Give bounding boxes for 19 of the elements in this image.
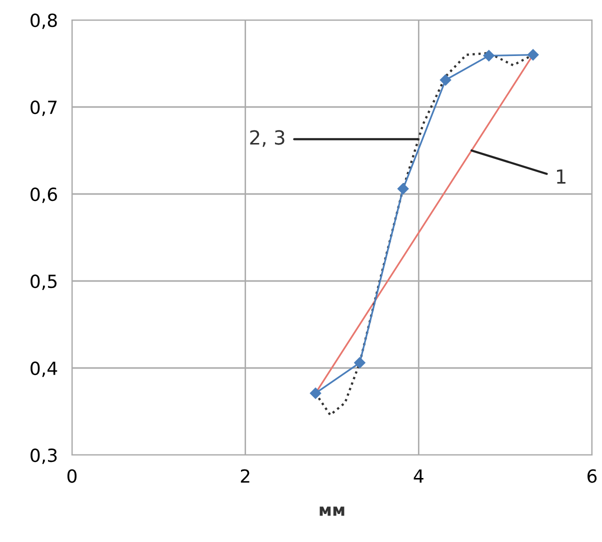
point <box>440 74 452 86</box>
point <box>354 357 366 368</box>
y-tick-label: 0,6 <box>30 187 57 203</box>
x-tick-label: 2 <box>240 469 250 483</box>
y-tick-label: 0,4 <box>30 361 58 377</box>
x-tick-label: 4 <box>414 469 424 483</box>
y-tick-label: 0,8 <box>30 13 57 29</box>
y-tick-label: 0,5 <box>30 274 57 290</box>
x-axis-title: мм <box>320 506 344 516</box>
annotation: 2, 3 <box>250 130 284 147</box>
point <box>483 50 494 62</box>
x-tick-label: 0 <box>67 469 77 483</box>
x-tick-label: 6 <box>588 469 597 483</box>
y-tick-label: 0,7 <box>30 100 57 116</box>
point <box>397 183 409 194</box>
annotation: 1 <box>557 169 566 184</box>
y-tick-label: 0,3 <box>30 448 57 464</box>
point <box>310 388 322 399</box>
point <box>527 49 539 60</box>
